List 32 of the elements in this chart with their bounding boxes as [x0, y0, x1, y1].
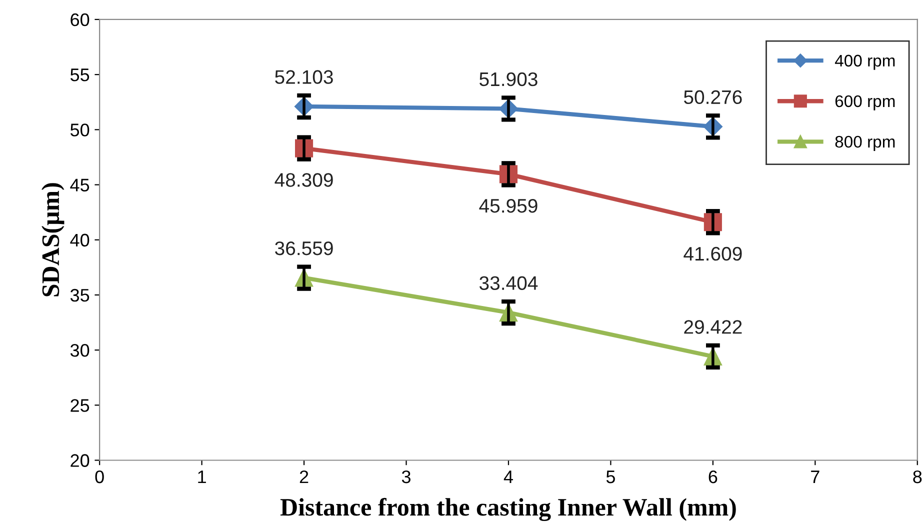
x-tick-label: 8: [913, 470, 922, 484]
data-label: 48.309: [274, 173, 333, 187]
y-tick-label: 50: [70, 124, 90, 136]
data-label: 52.103: [275, 70, 333, 84]
y-axis-title: SDAS(μm): [42, 183, 64, 296]
legend-label: 400 rpm: [834, 54, 895, 70]
x-tick-label: 4: [504, 470, 513, 484]
y-tick-label: 20: [70, 454, 90, 467]
y-tick-label: 25: [70, 399, 90, 412]
x-axis-title: Distance from the casting Inner Wall (mm): [280, 498, 736, 522]
data-label: 29.422: [684, 320, 742, 334]
y-tick-label: 40: [70, 234, 90, 247]
x-tick-label: 6: [708, 470, 718, 484]
y-tick-label: 60: [70, 13, 90, 26]
data-label: 41.609: [684, 246, 742, 261]
x-tick-label: 2: [300, 470, 308, 484]
y-tick-label: 45: [70, 178, 90, 192]
x-tick-label: 3: [402, 470, 410, 484]
data-label: 51.903: [480, 72, 538, 86]
data-label: 33.404: [479, 276, 538, 290]
y-tick-label: 30: [70, 344, 90, 357]
x-tick-label: 5: [606, 470, 615, 484]
x-tick-label: 7: [811, 470, 820, 484]
data-label: 45.959: [479, 198, 538, 213]
data-label: 50.276: [684, 90, 742, 104]
data-label: 36.559: [275, 241, 333, 256]
x-tick-label: 1: [198, 470, 206, 484]
legend-label: 600 rpm: [835, 95, 895, 110]
legend-label: 800 rpm: [835, 136, 895, 151]
x-tick-label: 0: [95, 470, 104, 484]
y-tick-label: 55: [70, 68, 90, 82]
y-tick-label: 35: [70, 288, 90, 302]
